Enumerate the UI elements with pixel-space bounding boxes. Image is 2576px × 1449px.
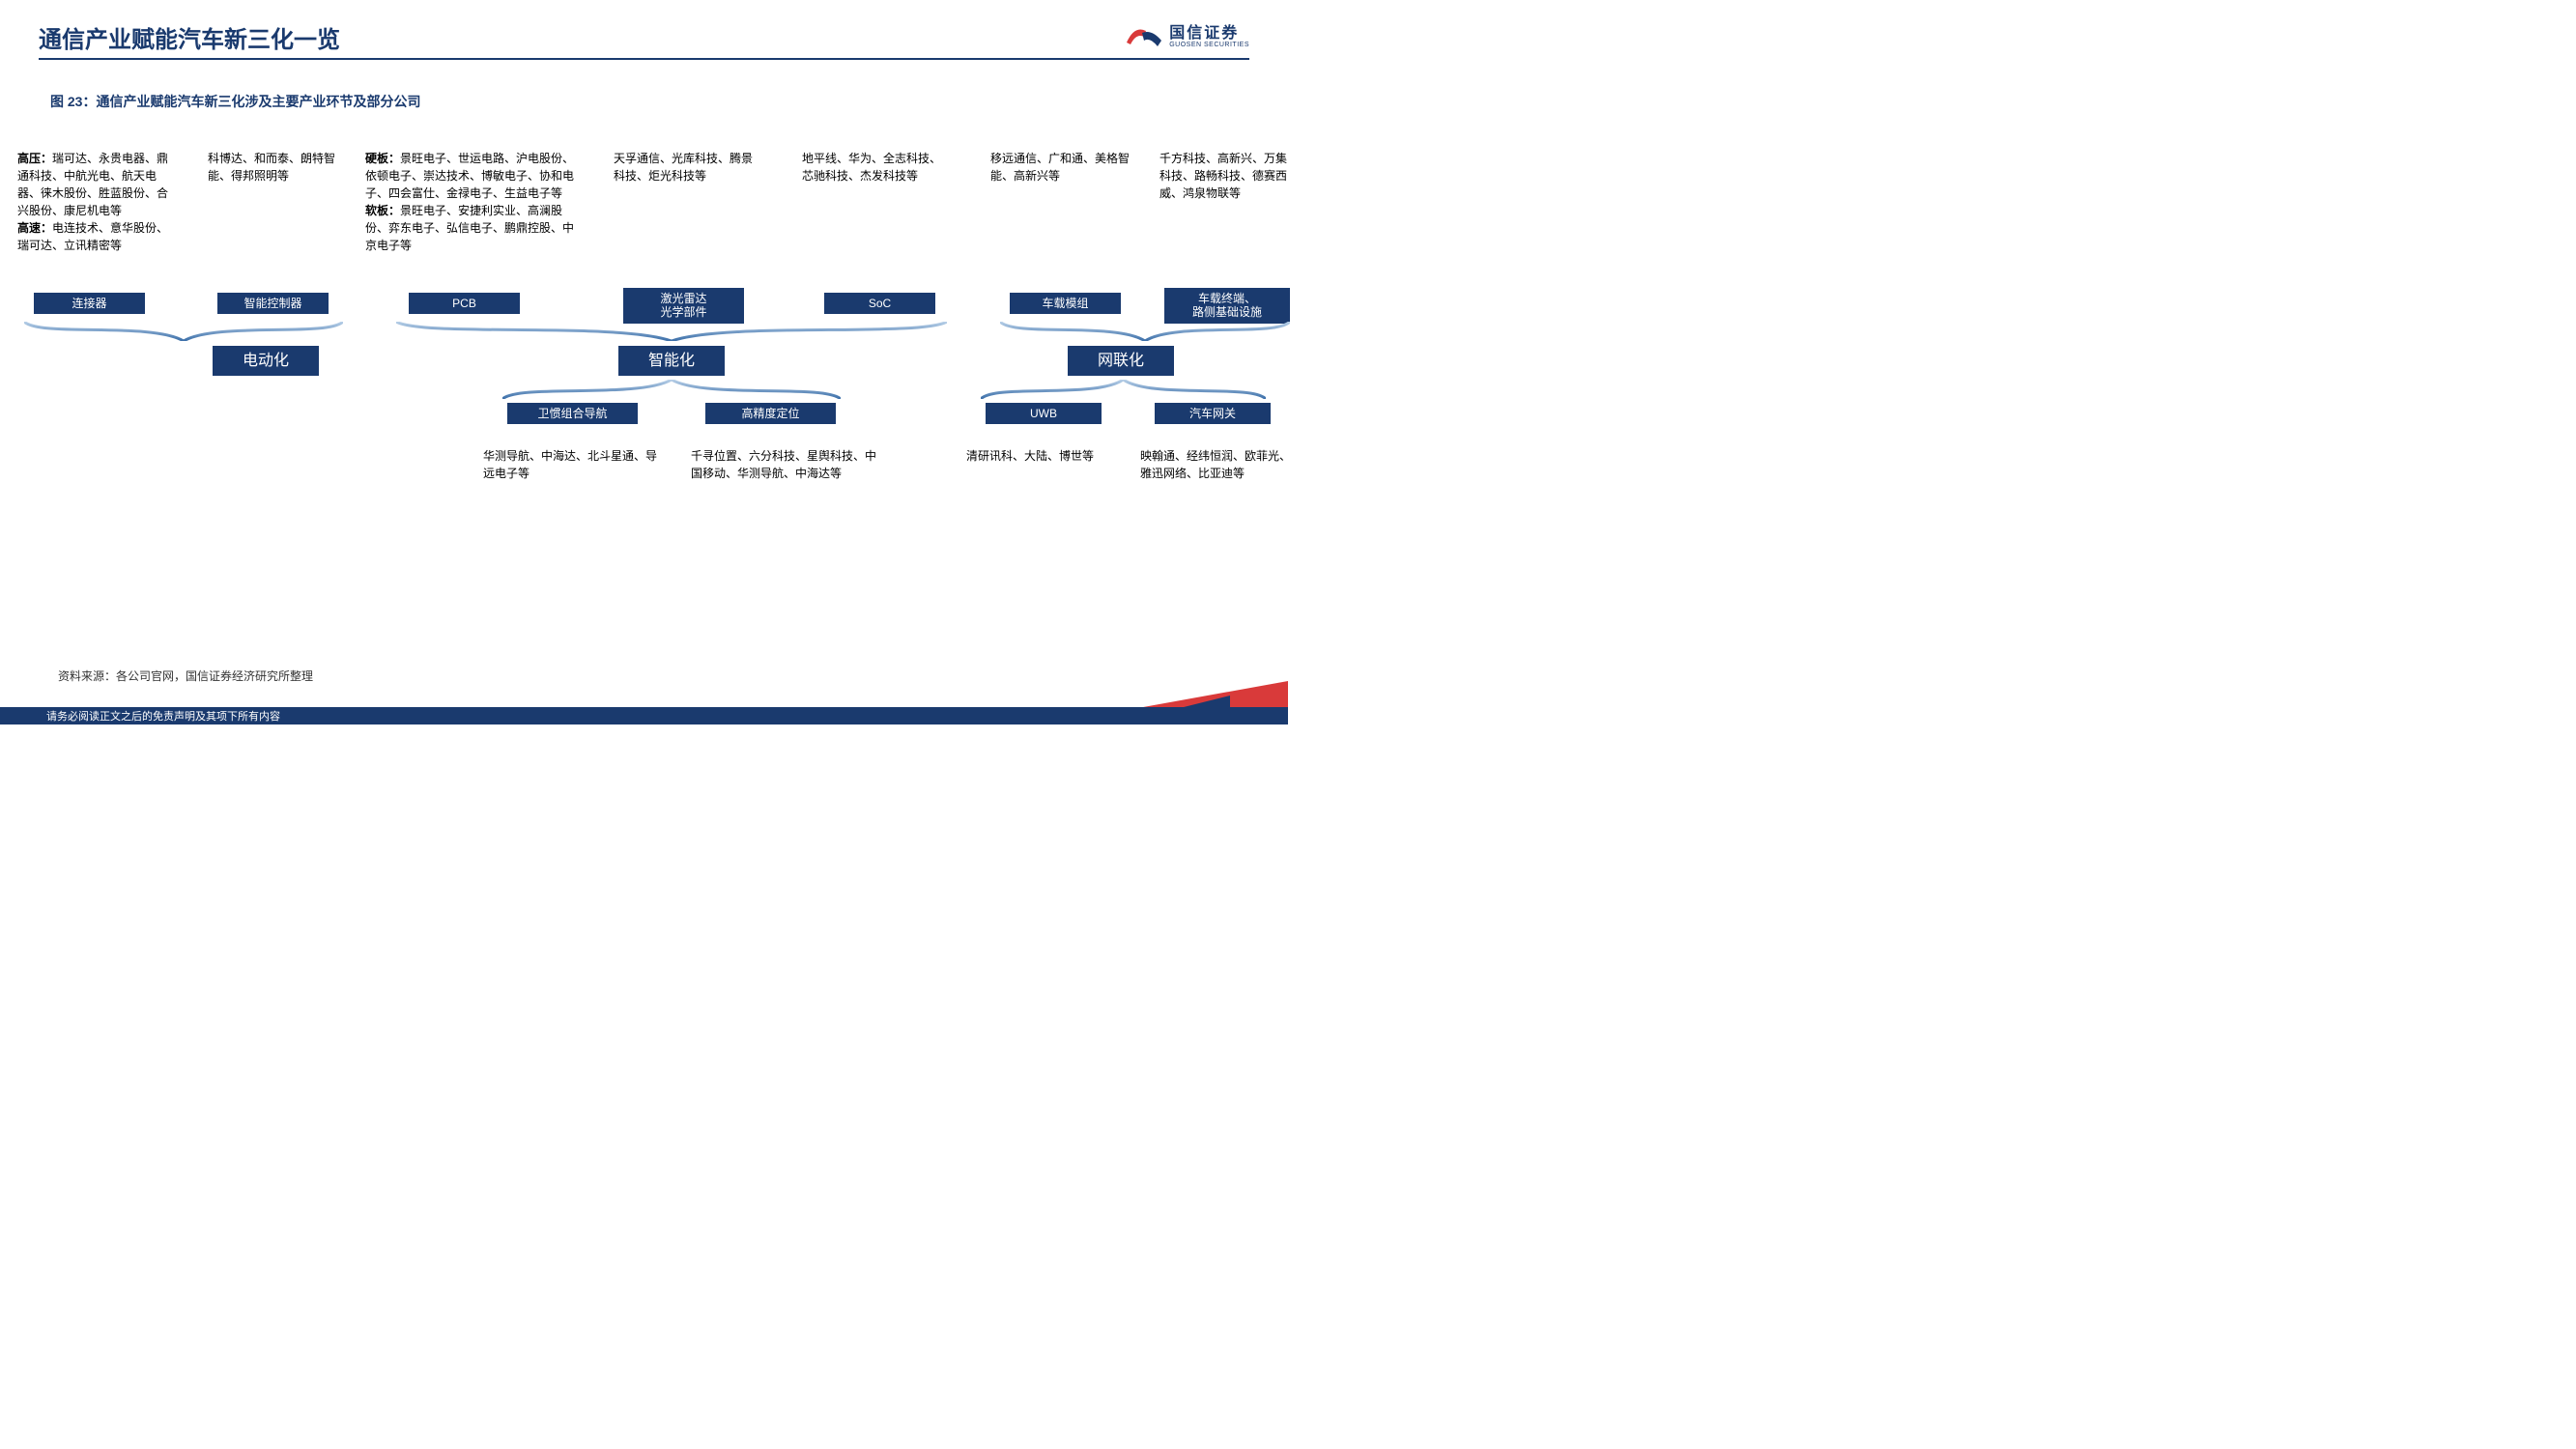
segment-node: 车载模组 <box>1010 293 1121 314</box>
brace-connector <box>24 322 343 341</box>
segment-node: 连接器 <box>34 293 145 314</box>
segment-node: PCB <box>409 293 520 314</box>
company-list-top: 千方科技、高新兴、万集科技、路畅科技、德赛西威、鸿泉物联等 <box>1159 150 1295 202</box>
source-text: 资料来源：各公司官网，国信证券经济研究所整理 <box>58 668 313 684</box>
figure-caption: 图 23：通信产业赋能汽车新三化涉及主要产业环节及部分公司 <box>50 92 420 111</box>
brace-connector <box>981 380 1266 399</box>
company-logo: 国信证券 GUOSEN SECURITIES <box>1125 23 1249 50</box>
company-list-bottom: 清研讯科、大陆、博世等 <box>966 447 1131 465</box>
brace-connector <box>1000 322 1290 341</box>
brace-connector <box>502 380 841 399</box>
company-list-top: 地平线、华为、全志科技、芯驰科技、杰发科技等 <box>802 150 952 185</box>
company-list-top: 科博达、和而泰、朗特智能、得邦照明等 <box>208 150 348 185</box>
company-list-top: 移远通信、广和通、美格智能、高新兴等 <box>990 150 1140 185</box>
subsegment-node: 高精度定位 <box>705 403 836 424</box>
footer-triangle-navy <box>1114 696 1230 724</box>
subsegment-node: 汽车网关 <box>1155 403 1271 424</box>
segment-node: 车载终端、 路侧基础设施 <box>1164 288 1290 324</box>
segment-node: 激光雷达 光学部件 <box>623 288 744 324</box>
segment-node: 智能控制器 <box>217 293 329 314</box>
segment-node: SoC <box>824 293 935 314</box>
diagram-area: 高压：瑞可达、永贵电器、鼎通科技、中航光电、航天电器、徕木股份、胜蓝股份、合兴股… <box>10 150 1278 657</box>
company-list-top: 硬板：景旺电子、世运电路、沪电股份、依顿电子、崇达技术、博敏电子、协和电子、四会… <box>365 150 583 254</box>
logo-mark-icon <box>1125 23 1163 50</box>
subsegment-node: UWB <box>986 403 1102 424</box>
company-list-top: 天孚通信、光库科技、腾景科技、炬光科技等 <box>614 150 763 185</box>
page-title: 通信产业赋能汽车新三化一览 <box>39 20 340 54</box>
footer-disclaimer: 请务必阅读正文之后的免责声明及其项下所有内容 <box>0 707 1288 724</box>
category-node: 电动化 <box>213 346 319 376</box>
logo-text-en: GUOSEN SECURITIES <box>1169 42 1249 48</box>
brace-connector <box>396 322 947 341</box>
company-list-bottom: 华测导航、中海达、北斗星通、导远电子等 <box>483 447 667 482</box>
logo-text-cn: 国信证券 <box>1169 26 1249 42</box>
category-node: 网联化 <box>1068 346 1174 376</box>
category-node: 智能化 <box>618 346 725 376</box>
company-list-top: 高压：瑞可达、永贵电器、鼎通科技、中航光电、航天电器、徕木股份、胜蓝股份、合兴股… <box>17 150 177 254</box>
title-underline <box>39 58 1249 60</box>
subsegment-node: 卫惯组合导航 <box>507 403 638 424</box>
company-list-bottom: 千寻位置、六分科技、星舆科技、中国移动、华测导航、中海达等 <box>691 447 879 482</box>
company-list-bottom: 映翰通、经纬恒润、欧菲光、雅迅网络、比亚迪等 <box>1140 447 1295 482</box>
